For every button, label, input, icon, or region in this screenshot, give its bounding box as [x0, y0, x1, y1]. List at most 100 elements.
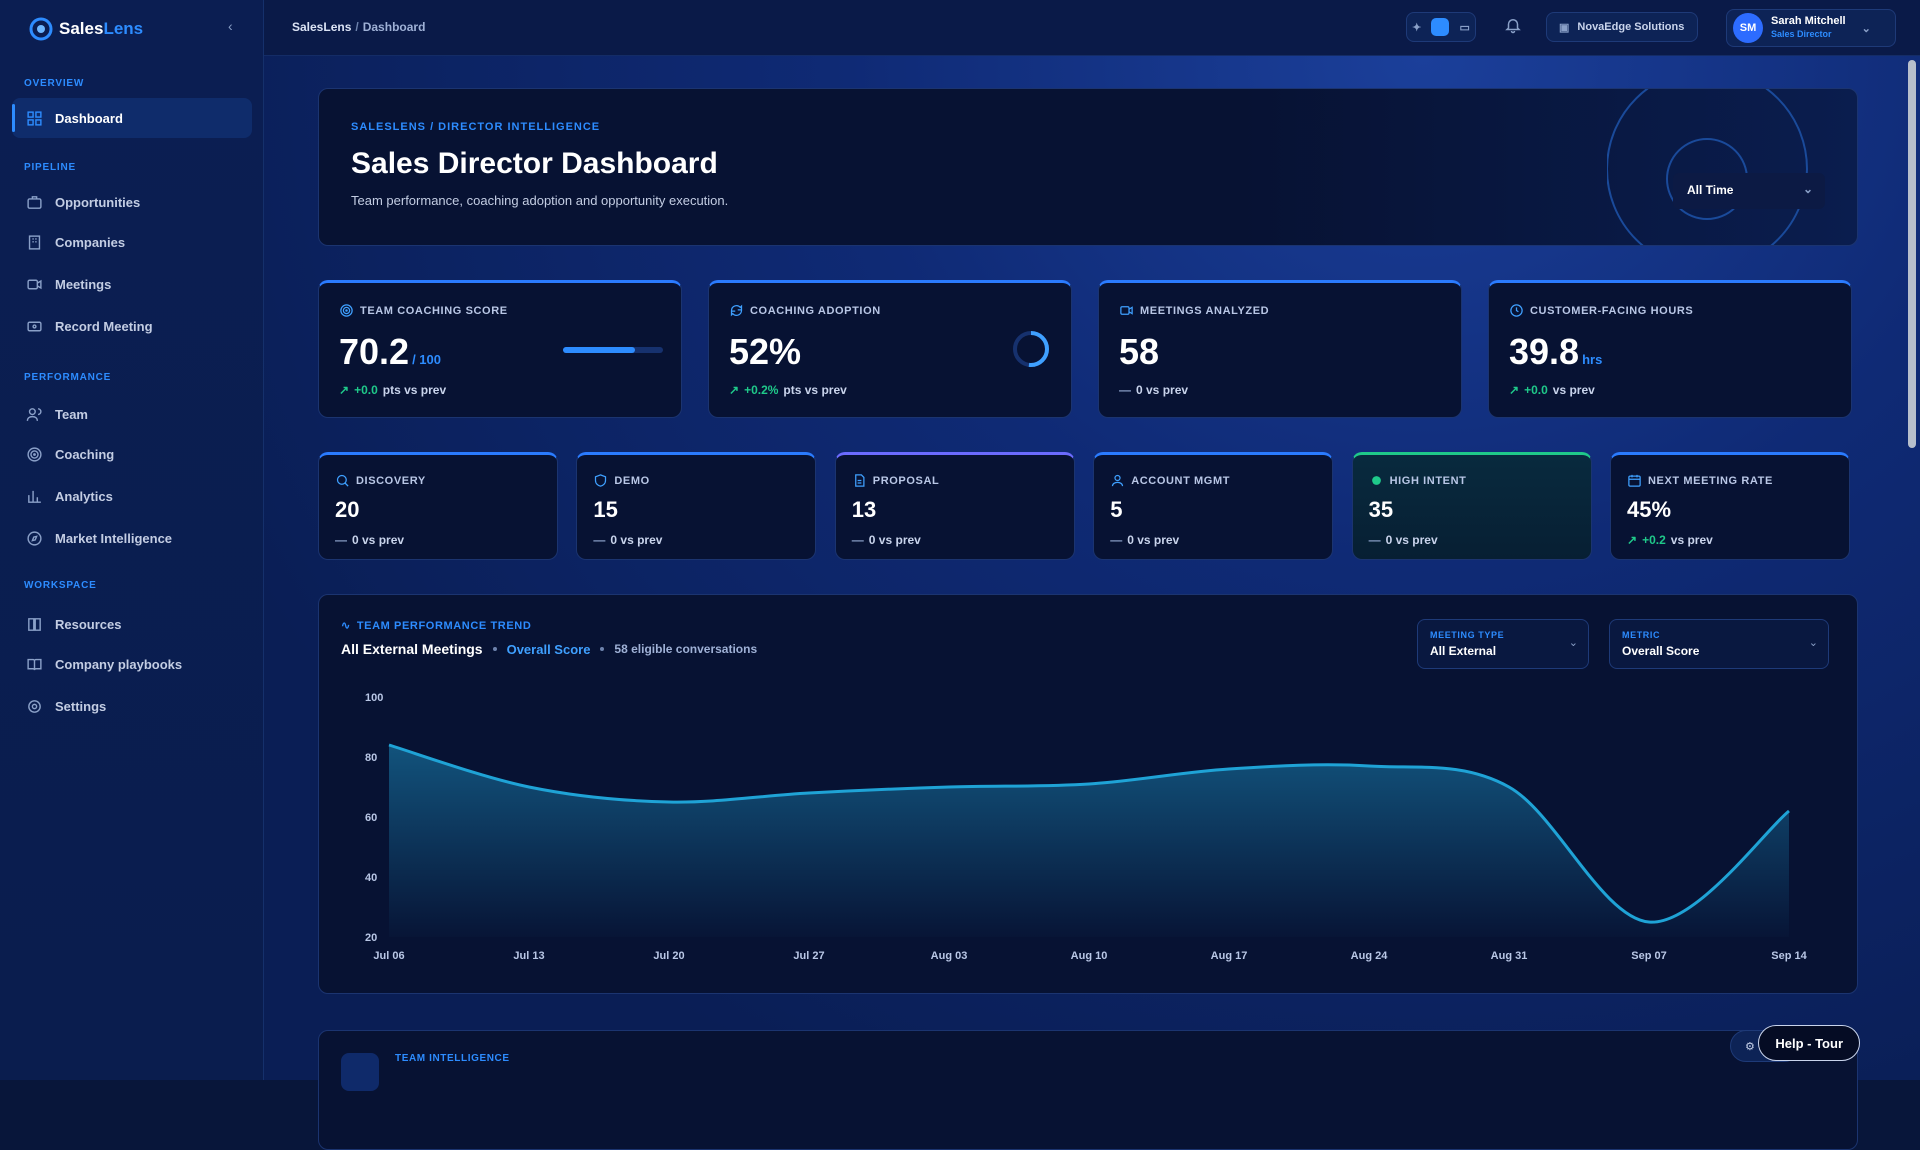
kpi-delta-row: —0 vs prev [1119, 383, 1188, 397]
x-tick-label: Aug 10 [1071, 950, 1108, 962]
metric-value: Overall Score [1622, 644, 1816, 658]
monitor-icon[interactable]: ▭ [1460, 21, 1470, 34]
data-point[interactable] [1083, 778, 1095, 790]
nav-section-label: WORKSPACE [24, 580, 97, 591]
kpi-unit: hrs [1582, 352, 1602, 367]
stage-delta-suffix: vs prev [1671, 533, 1713, 547]
user-menu[interactable]: SM Sarah Mitchell Sales Director ⌄ [1726, 9, 1896, 47]
time-range-value: All Time [1687, 183, 1733, 197]
stage-label: PROPOSAL [852, 473, 940, 488]
kpi-label: COACHING ADOPTION [729, 303, 881, 318]
x-tick-label: Sep 07 [1631, 950, 1666, 962]
data-point[interactable] [523, 781, 535, 793]
kpi-delta-suffix: vs prev [1553, 383, 1595, 397]
sidebar-item-label: Market Intelligence [55, 531, 172, 546]
sidebar-item-opportunities[interactable]: Opportunities [12, 182, 252, 222]
help-tour-button[interactable]: Help - Tour [1758, 1025, 1860, 1061]
scrollbar[interactable] [1908, 60, 1916, 448]
sidebar-item-record-meeting[interactable]: Record Meeting [12, 306, 252, 346]
refresh-icon [729, 303, 744, 318]
series-area [389, 745, 1789, 937]
data-point[interactable] [943, 781, 955, 793]
chevron-down-icon: ⌄ [1862, 22, 1871, 35]
collapse-sidebar-icon[interactable]: ‹ [228, 18, 233, 34]
sun-icon[interactable]: ✦ [1412, 21, 1421, 34]
data-point[interactable] [383, 739, 395, 751]
sidebar-item-market-intelligence[interactable]: Market Intelligence [12, 518, 252, 558]
data-point[interactable] [1643, 916, 1655, 928]
sidebar-item-resources[interactable]: Resources [12, 604, 252, 644]
x-tick-label: Aug 24 [1351, 950, 1389, 962]
shield-icon [593, 473, 608, 488]
kpi-value: 52% [729, 331, 804, 373]
breadcrumb-current: Dashboard [363, 20, 426, 34]
trend-subtitle: All External Meetings Overall Score 58 e… [341, 641, 757, 657]
sidebar-item-label: Meetings [55, 277, 111, 292]
calendar-icon [1627, 473, 1642, 488]
kpi-label: TEAM COACHING SCORE [339, 303, 508, 318]
app-name-b: Lens [103, 19, 143, 39]
hero-card: SALESLENS / DIRECTOR INTELLIGENCE Sales … [318, 88, 1858, 246]
building-icon: ▣ [1559, 21, 1569, 34]
book-icon [26, 616, 43, 633]
adoption-ring [1011, 329, 1051, 369]
breadcrumb-home[interactable]: SalesLens [292, 20, 351, 34]
data-point[interactable] [1363, 760, 1375, 772]
org-switcher[interactable]: ▣ NovaEdge Solutions [1546, 12, 1698, 42]
x-tick-label: Jul 06 [373, 950, 404, 962]
stage-label: DISCOVERY [335, 473, 426, 488]
data-point[interactable] [1503, 781, 1515, 793]
data-point[interactable] [803, 787, 815, 799]
stage-value: 5 [1110, 497, 1122, 523]
trend-meeting-scope: All External Meetings [341, 641, 483, 657]
bell-icon[interactable] [1504, 16, 1522, 39]
data-point[interactable] [1223, 763, 1235, 775]
data-point[interactable] [1783, 805, 1795, 817]
neutral-dash: — [335, 533, 347, 547]
sidebar-item-settings[interactable]: Settings [12, 686, 252, 726]
time-range-select[interactable]: All Time ⌄ [1673, 173, 1825, 209]
moon-icon[interactable] [1431, 18, 1449, 36]
stage-value: 20 [335, 497, 359, 523]
sidebar-item-label: Settings [55, 699, 106, 714]
x-tick-label: Jul 27 [793, 950, 824, 962]
kpi-delta: +0.0 [1524, 383, 1548, 397]
sidebar-item-team[interactable]: Team [12, 394, 252, 434]
avatar: SM [1733, 13, 1763, 43]
sidebar-item-companies[interactable]: Companies [12, 222, 252, 262]
sidebar-item-company-playbooks[interactable]: Company playbooks [12, 644, 252, 684]
theme-switcher[interactable]: ✦ ▭ [1406, 12, 1476, 42]
data-point[interactable] [663, 796, 675, 808]
meeting-type-select[interactable]: MEETING TYPE All External ⌄ [1417, 619, 1589, 669]
neutral-dash: — [852, 533, 864, 547]
sidebar-item-meetings[interactable]: Meetings [12, 264, 252, 304]
chevron-down-icon: ⌄ [1569, 636, 1578, 649]
sidebar-item-coaching[interactable]: Coaching [12, 434, 252, 474]
kpi-unit: / 100 [412, 352, 441, 367]
kpi-label: CUSTOMER-FACING HOURS [1509, 303, 1693, 318]
neutral-dash: — [1369, 533, 1381, 547]
hero-decoration [1607, 88, 1847, 246]
kpi-delta-suffix: pts vs prev [383, 383, 446, 397]
sidebar-item-analytics[interactable]: Analytics [12, 476, 252, 516]
sidebar-item-label: Companies [55, 235, 125, 250]
metric-select[interactable]: METRIC Overall Score ⌄ [1609, 619, 1829, 669]
neutral-dash: — [1110, 533, 1122, 547]
sidebar-item-dashboard[interactable]: Dashboard [12, 98, 252, 138]
y-tick-label: 60 [365, 812, 377, 824]
kpi-value: 58 [1119, 331, 1162, 373]
stage-label: DEMO [593, 473, 649, 488]
